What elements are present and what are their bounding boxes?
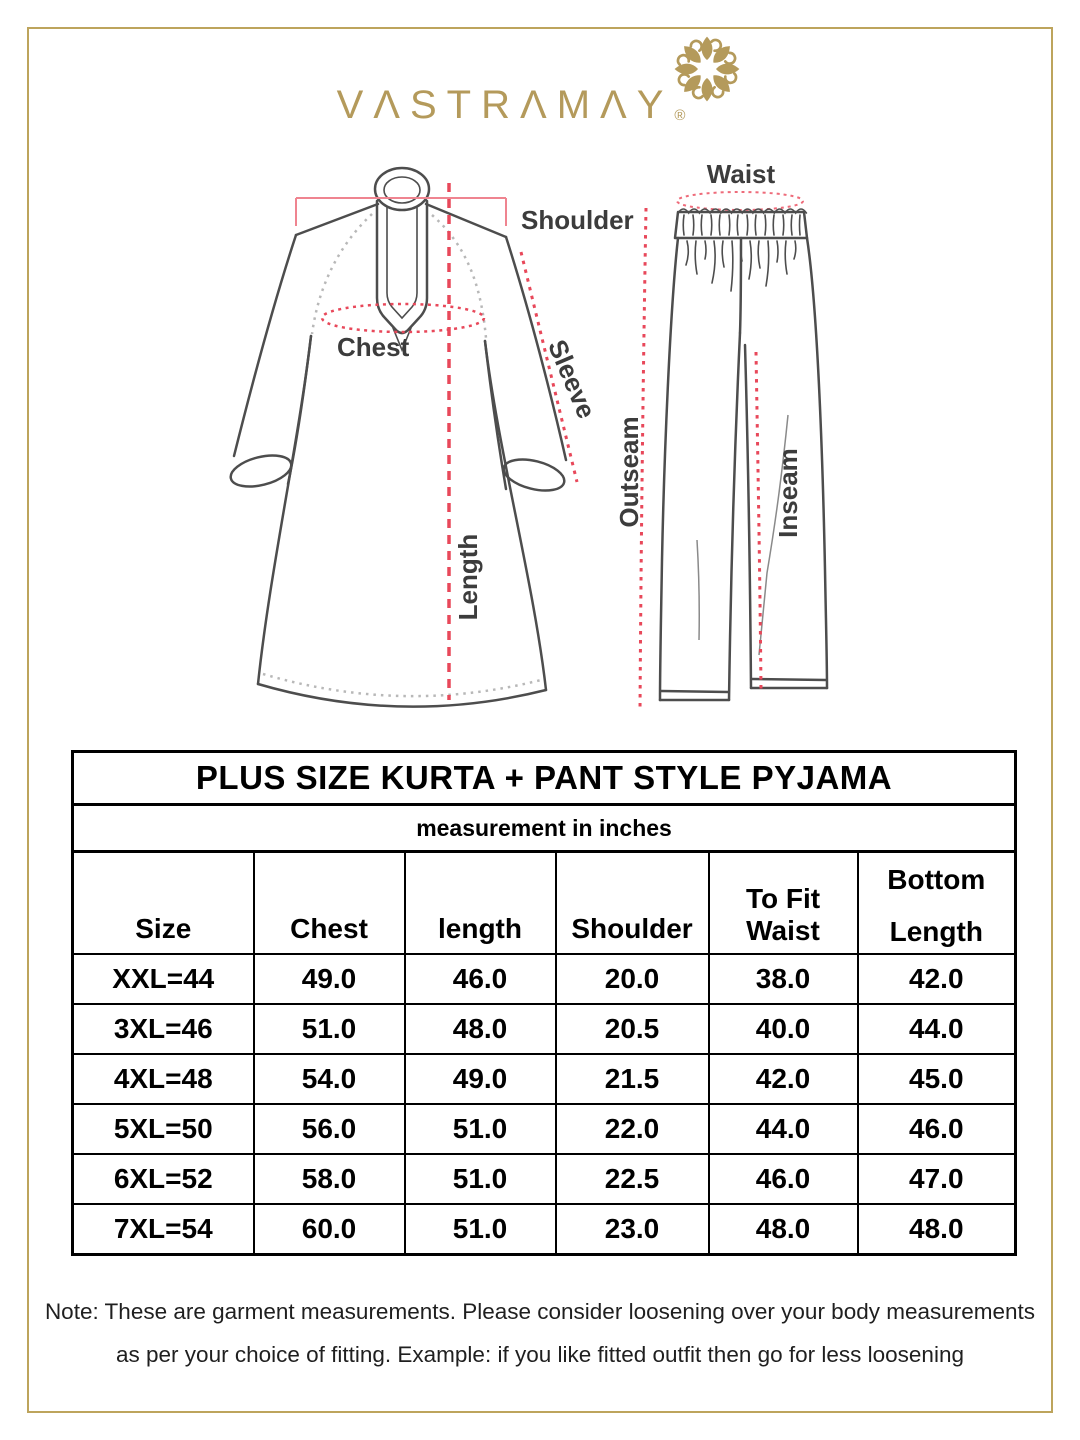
garment-note-line1: Note: These are garment measurements. Pl…	[44, 1299, 1036, 1324]
size-chart-title-row: PLUS SIZE KURTA + PANT STYLE PYJAMA	[71, 750, 1017, 806]
size-cell: XXL=44	[71, 953, 255, 1005]
length-label: Length	[453, 534, 483, 621]
garment-note: Note: These are garment measurements. Pl…	[40, 1290, 1040, 1376]
shoulder-label: Shoulder	[521, 205, 634, 235]
size-cell: 3XL=46	[71, 1003, 255, 1055]
pant-diagram: Waist Outseam Inseam	[614, 159, 829, 713]
table-row: 4XL=48 54.0 49.0 21.5 42.0 45.0	[71, 1053, 1017, 1105]
col-header-chest: Chest	[252, 850, 406, 955]
brand-logo-text: VΛSTRΛMΛY	[336, 83, 674, 127]
size-chart-title: PLUS SIZE KURTA + PANT STYLE PYJAMA	[71, 750, 1017, 806]
table-row: XXL=44 49.0 46.0 20.0 38.0 42.0	[71, 953, 1017, 1005]
brand-ornament-icon	[675, 36, 740, 102]
size-cell: 5XL=50	[71, 1103, 255, 1155]
size-cell: 7XL=54	[71, 1203, 255, 1256]
registered-trademark: ®	[674, 107, 686, 124]
col-header-size: Size	[71, 850, 255, 955]
brand-logo-right: ®	[671, 33, 743, 124]
col-header-shoulder: Shoulder	[554, 850, 710, 955]
outseam-label: Outseam	[614, 416, 644, 527]
garment-note-line2: as per your choice of fitting. Example: …	[116, 1342, 964, 1367]
brand-header: VΛSTRΛMΛY ®	[0, 33, 1080, 128]
size-chart-subtitle-row: measurement in inches	[71, 803, 1017, 853]
size-chart-table: PLUS SIZE KURTA + PANT STYLE PYJAMA meas…	[71, 750, 1018, 1256]
size-cell: 6XL=52	[71, 1153, 255, 1205]
chest-label: Chest	[337, 332, 410, 362]
col-header-to-fit-waist: To Fit Waist	[707, 850, 859, 955]
measurement-diagrams: Shoulder Chest Length Sleeve Waist Outse…	[229, 159, 829, 713]
size-chart-header-row: Size Chest length Shoulder To Fit Waist …	[71, 850, 1017, 955]
col-header-bottom-length: Bottom Length	[856, 850, 1017, 955]
inseam-label: Inseam	[773, 448, 803, 538]
size-cell: 4XL=48	[71, 1053, 255, 1105]
waist-label: Waist	[707, 159, 776, 189]
table-row: 3XL=46 51.0 48.0 20.5 40.0 44.0	[71, 1003, 1017, 1055]
table-row: 5XL=50 56.0 51.0 22.0 44.0 46.0	[71, 1103, 1017, 1155]
sleeve-label: Sleeve	[542, 335, 602, 423]
table-row: 6XL=52 58.0 51.0 22.5 46.0 47.0	[71, 1153, 1017, 1205]
table-row: 7XL=54 60.0 51.0 23.0 48.0 48.0	[71, 1203, 1017, 1256]
col-header-length: length	[403, 850, 557, 955]
size-chart-subtitle: measurement in inches	[71, 803, 1017, 853]
kurta-diagram: Shoulder Chest Length Sleeve	[229, 166, 634, 708]
